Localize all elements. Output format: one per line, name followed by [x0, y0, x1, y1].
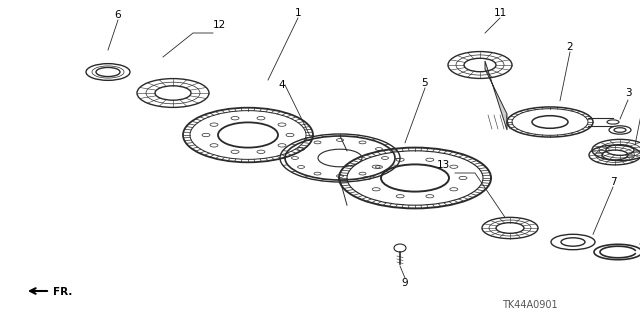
Polygon shape: [485, 61, 507, 130]
Text: FR.: FR.: [53, 287, 72, 297]
Ellipse shape: [190, 111, 306, 160]
Ellipse shape: [86, 63, 130, 80]
Ellipse shape: [512, 109, 588, 135]
Text: 3: 3: [625, 88, 631, 98]
Text: 6: 6: [115, 10, 122, 20]
Ellipse shape: [551, 234, 595, 250]
Ellipse shape: [592, 139, 640, 161]
Ellipse shape: [482, 217, 538, 239]
Ellipse shape: [448, 52, 512, 78]
Text: 2: 2: [566, 42, 573, 52]
Text: 9: 9: [402, 278, 408, 288]
Ellipse shape: [137, 78, 209, 108]
Text: 13: 13: [436, 160, 450, 170]
Ellipse shape: [594, 244, 640, 260]
Text: 11: 11: [493, 8, 507, 18]
Text: 5: 5: [422, 78, 428, 88]
Text: 12: 12: [213, 20, 227, 30]
Ellipse shape: [589, 145, 640, 165]
Text: TK44A0901: TK44A0901: [502, 300, 558, 310]
Text: 7: 7: [610, 177, 616, 187]
Text: 4: 4: [278, 80, 285, 90]
Ellipse shape: [609, 126, 631, 134]
Text: 10: 10: [639, 83, 640, 93]
Text: 1: 1: [294, 8, 301, 18]
Ellipse shape: [347, 151, 483, 205]
Ellipse shape: [285, 136, 395, 180]
